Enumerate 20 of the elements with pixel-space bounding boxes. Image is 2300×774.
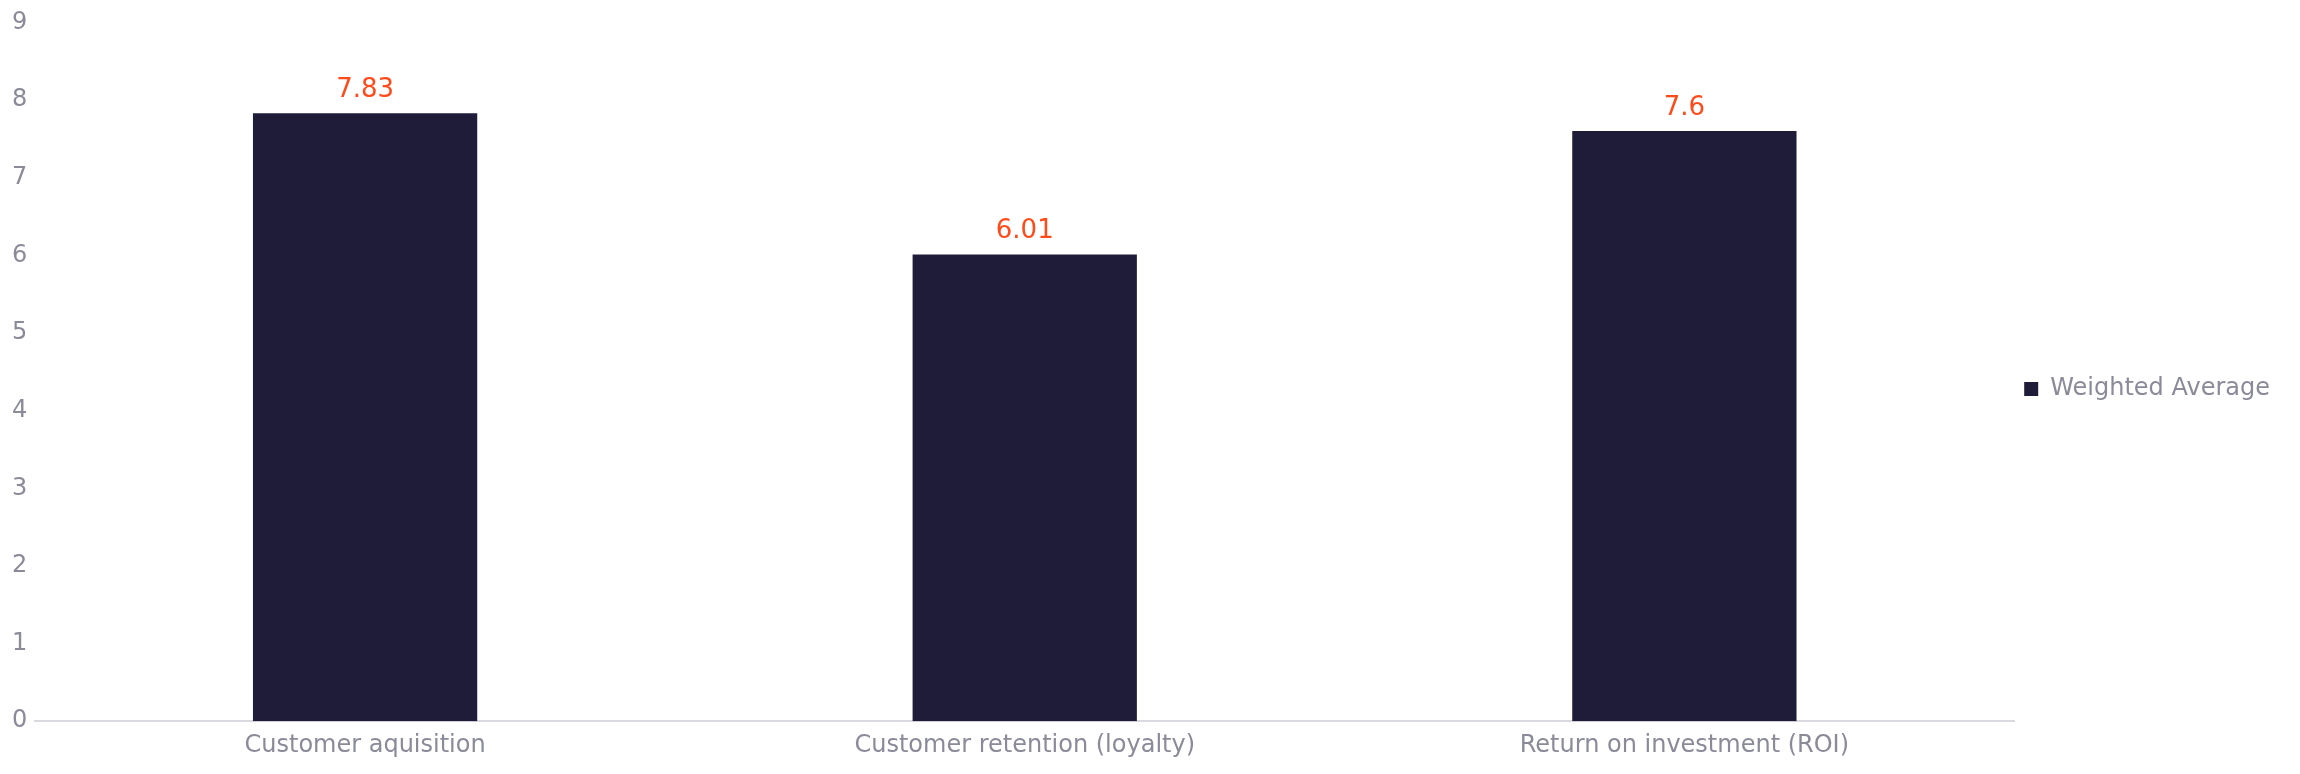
y-tick-label: 6 (11, 239, 28, 268)
y-tick-label: 4 (11, 394, 28, 423)
x-tick-label: Customer aquisition (244, 729, 486, 758)
data-label: 6.01 (995, 214, 1054, 245)
y-tick-label: 3 (11, 472, 28, 501)
y-tick-label: 5 (11, 317, 28, 346)
y-tick-label: 1 (11, 627, 28, 656)
bar (912, 254, 1137, 722)
y-tick-label: 7 (11, 161, 28, 190)
bar (1572, 131, 1797, 722)
data-label: 7.6 (1663, 90, 1706, 121)
data-label: 7.83 (336, 72, 395, 103)
y-tick-label: 8 (11, 84, 28, 113)
y-tick-label: 0 (11, 705, 28, 734)
y-tick-label: 2 (11, 550, 28, 579)
x-tick-label: Customer retention (loyalty) (854, 729, 1196, 758)
bar (252, 113, 478, 722)
x-tick-label: Return on investment (ROI) (1519, 729, 1850, 758)
legend-label: Weighted Average (2050, 373, 2270, 402)
y-tick-label: 9 (11, 6, 28, 35)
